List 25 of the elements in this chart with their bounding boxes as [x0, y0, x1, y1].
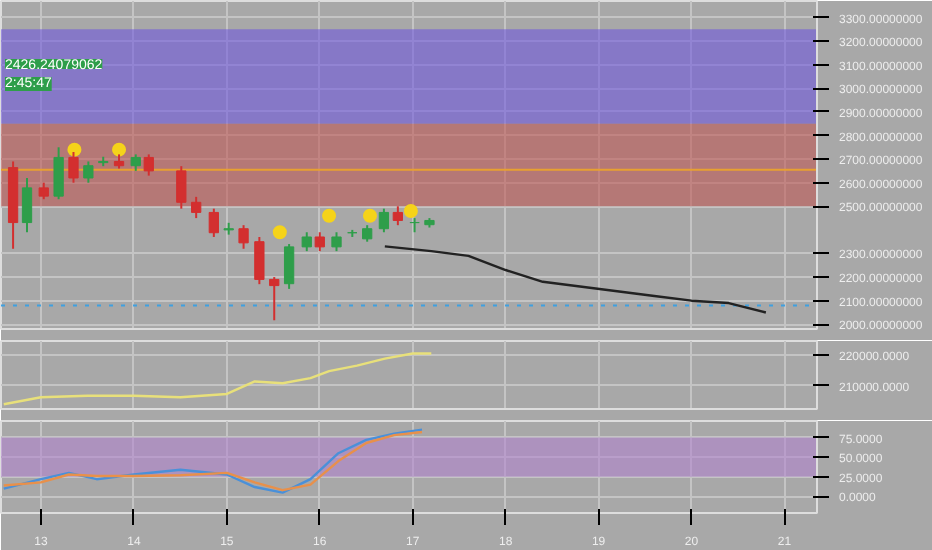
candlestick: [53, 146, 64, 201]
candlestick: [254, 235, 265, 286]
candlestick: [392, 205, 403, 227]
candlestick: [314, 231, 325, 253]
point: [403, 204, 418, 218]
candlestick: [283, 243, 295, 290]
point: [112, 142, 127, 157]
point: [67, 142, 82, 157]
candlestick: [378, 207, 390, 234]
candlestick: [269, 276, 280, 322]
candlestick: [191, 195, 202, 220]
candlestick: [409, 217, 420, 234]
candlestick: [143, 153, 154, 177]
candlestick: [21, 176, 33, 234]
point: [362, 208, 377, 223]
candlestick: [83, 160, 94, 184]
line-series: [2, 352, 433, 406]
point: [322, 208, 337, 223]
candlestick: [208, 207, 219, 238]
candlestick: [176, 165, 187, 210]
candlestick: [331, 231, 342, 253]
candlestick: [238, 224, 249, 250]
candlestick: [301, 231, 312, 253]
line-series: [383, 245, 768, 314]
point: [272, 225, 287, 240]
